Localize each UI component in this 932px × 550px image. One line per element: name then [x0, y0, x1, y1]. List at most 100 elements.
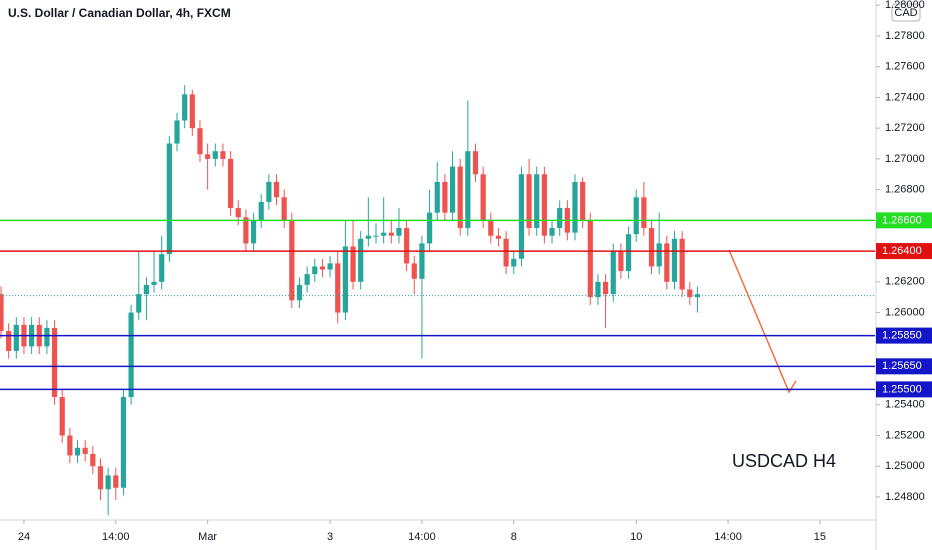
candle-body [105, 475, 111, 490]
level-badge [876, 358, 932, 375]
candle-body [113, 475, 119, 488]
candle-body [312, 266, 318, 275]
candle-body [404, 228, 410, 264]
x-tick-label: 8 [511, 531, 517, 543]
candle-body [335, 263, 341, 313]
y-tick-label: 1.26000 [885, 306, 925, 318]
level-label: 1.26600 [882, 214, 922, 226]
candle-body [82, 447, 88, 454]
currency: CAD [894, 7, 917, 19]
candle-body [687, 289, 693, 298]
candle-body [136, 294, 142, 313]
candle-body [350, 246, 356, 282]
level-badge [876, 243, 932, 260]
candle-body [587, 220, 593, 298]
candle-body [250, 220, 257, 244]
candle-body [488, 220, 494, 236]
y-tick-label: 1.24800 [885, 491, 925, 503]
x-tick-label: 14:00 [714, 531, 742, 543]
candle-body [549, 228, 555, 236]
y-tick-label: 1.25200 [885, 429, 925, 441]
candle-body [166, 143, 172, 255]
candle-body [182, 94, 188, 121]
candle-body [0, 294, 4, 331]
candle-body [419, 243, 425, 279]
candle-body [205, 154, 211, 159]
candle-body [327, 263, 333, 270]
y-tick-label: 1.25400 [885, 399, 925, 411]
y-tick-label: 1.26200 [885, 276, 925, 288]
level-badge [876, 381, 932, 398]
candle-body [495, 235, 502, 239]
candle-body [128, 312, 134, 398]
y-tick-label: 1.28000 [885, 0, 925, 11]
candle-body [411, 263, 417, 279]
candle-body [235, 208, 241, 218]
candle-body [557, 208, 563, 229]
candle-body [159, 254, 165, 282]
candle-body [273, 181, 280, 198]
candle-body [197, 128, 203, 155]
candle-body [319, 266, 326, 270]
level-label: 1.25650 [882, 360, 922, 372]
x-tick-label: 10 [630, 531, 642, 543]
candle-body [212, 151, 218, 159]
candle-body [503, 238, 509, 267]
x-tick-label: 14:00 [102, 531, 130, 543]
candle-body [442, 181, 448, 213]
plot [0, 85, 875, 516]
candle-body [671, 238, 678, 282]
candle-body [518, 174, 525, 259]
level-label: 1.25500 [882, 383, 922, 395]
candle-body [227, 158, 234, 209]
candle-body [51, 327, 58, 398]
x-tick-label: 14:00 [408, 531, 436, 543]
candle-body [610, 251, 616, 295]
y-tick-label: 1.27600 [885, 61, 925, 73]
candle-body [396, 228, 402, 236]
candle-body [281, 197, 287, 221]
candle-body [358, 238, 364, 282]
level-label: 1.26400 [882, 245, 922, 257]
candle-body [434, 181, 440, 213]
candle-body [426, 212, 433, 244]
candle-body [304, 274, 310, 285]
candle-body [342, 246, 348, 313]
candle-body [603, 281, 609, 295]
candle-body [457, 166, 463, 229]
annotation: USDCAD H4 [732, 451, 836, 471]
candle-body [120, 397, 127, 488]
y-tick-label: 1.25000 [885, 460, 925, 472]
candle-body [633, 197, 639, 235]
candle-body [266, 181, 272, 202]
candle-body [656, 243, 662, 267]
candle-body [572, 181, 578, 233]
candle-body [289, 220, 295, 301]
level-badge [876, 212, 932, 229]
candle-body [90, 453, 96, 467]
candle-body [67, 435, 73, 456]
candle-body [511, 258, 517, 267]
candle-body [480, 174, 486, 221]
x-tick-label: 15 [814, 531, 826, 543]
candle-body [6, 330, 12, 351]
candle-body [151, 281, 157, 285]
candle-body [625, 234, 632, 272]
candle-body [526, 174, 532, 229]
candle-body [465, 151, 471, 229]
candle-body [44, 327, 50, 347]
candle-body [143, 284, 150, 295]
candle-body [580, 181, 586, 221]
candle-body [59, 397, 65, 436]
candle-body [74, 447, 81, 456]
candle-body [296, 284, 303, 301]
candle-body [388, 232, 394, 236]
candle-body [258, 201, 264, 221]
x-tick-label: 3 [327, 531, 333, 543]
y-tick-label: 1.27800 [885, 30, 925, 42]
candle-body [472, 151, 479, 175]
candle-body [449, 166, 456, 213]
candle-body [97, 466, 104, 490]
